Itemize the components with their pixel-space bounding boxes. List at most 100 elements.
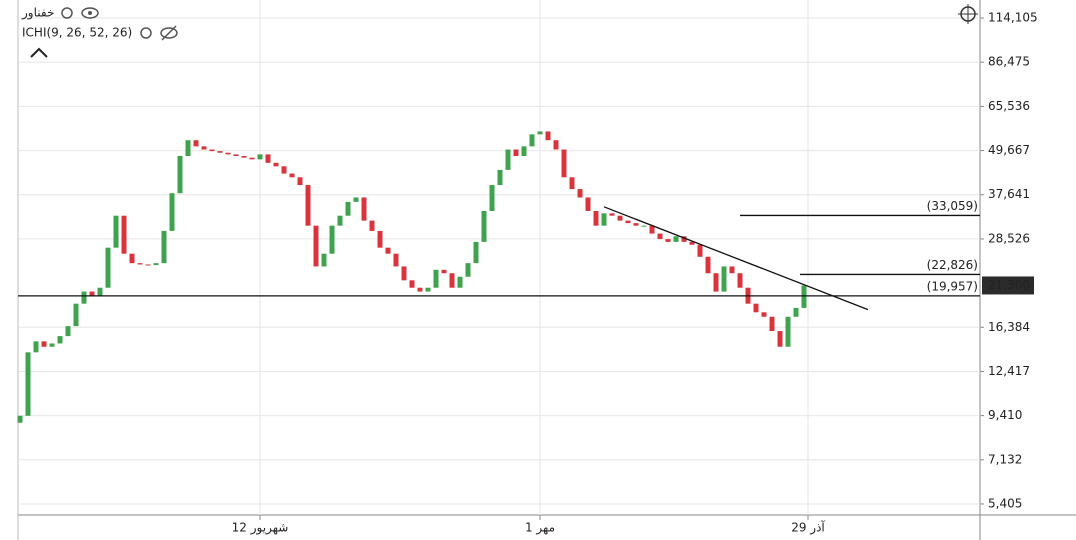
candle-body <box>265 154 271 163</box>
candle-body <box>777 331 783 347</box>
candle-body <box>721 266 727 292</box>
candle-body <box>713 273 719 292</box>
candle-body <box>81 291 87 304</box>
candle-body <box>185 140 191 157</box>
candle-body <box>417 287 423 292</box>
candle-body <box>705 256 711 274</box>
candle-body <box>513 149 519 157</box>
candle-body <box>385 247 391 254</box>
candle-body <box>161 230 167 264</box>
candle-body <box>633 223 639 226</box>
candle-body <box>617 215 623 221</box>
candle-body <box>177 156 183 194</box>
candle-body <box>225 152 231 155</box>
candle-body <box>121 215 127 254</box>
price-level-label: (19,957) <box>927 279 978 293</box>
y-tick-label: 49,667 <box>988 143 1030 157</box>
candle-body <box>449 273 455 288</box>
y-tick-label: 9,410 <box>988 408 1022 422</box>
visibility-icon-pupil <box>88 11 92 15</box>
x-tick-label: 29 آذر <box>791 520 825 536</box>
candle-body <box>169 193 175 231</box>
candle-body <box>353 197 359 202</box>
candle-body <box>521 146 527 157</box>
candle-body <box>465 263 471 277</box>
candle-body <box>649 225 655 234</box>
candle-body <box>769 316 775 332</box>
candle-body <box>217 151 223 153</box>
trendline <box>603 206 869 311</box>
candle-body <box>305 185 311 226</box>
candle-body <box>425 287 431 292</box>
candle-body <box>137 263 143 265</box>
candle-body <box>233 154 239 157</box>
candle-body <box>337 215 343 226</box>
candle-body <box>529 134 535 147</box>
candle-body <box>257 154 263 160</box>
candle-body <box>361 197 367 221</box>
candle-body <box>473 241 479 264</box>
candle-body <box>201 146 207 150</box>
y-tick-label: 12,417 <box>988 364 1030 378</box>
candle-body <box>641 225 647 227</box>
candle-body <box>105 247 111 288</box>
visibility-icon[interactable] <box>81 7 99 19</box>
indicator-name: ICHI(9, 26, 52, 26) <box>22 26 132 40</box>
candle-body <box>57 336 63 344</box>
candle-body <box>321 253 327 267</box>
candle-body <box>73 303 79 327</box>
candle-body <box>785 316 791 347</box>
candle-body <box>329 225 335 254</box>
candle-body <box>377 230 383 248</box>
candle-body <box>609 213 615 216</box>
hide-icon-slash <box>161 25 177 41</box>
plot: (33,059) (22,826) (19,957) <box>17 0 984 520</box>
candle-body <box>577 189 583 198</box>
hide-icon[interactable] <box>160 27 178 39</box>
candle-body <box>505 149 511 170</box>
candle-body <box>369 220 375 231</box>
candle-body <box>313 225 319 267</box>
candle-body <box>593 210 599 226</box>
candle-body <box>281 166 287 174</box>
candle-body <box>545 131 551 141</box>
candle-body <box>601 213 607 226</box>
legend-area: خفناور ICHI(9, 26, 52, 26) <box>21 4 978 58</box>
candle-body <box>697 244 703 257</box>
candle-body <box>673 236 679 242</box>
candle-body <box>625 220 631 224</box>
collapse-button[interactable] <box>30 47 48 58</box>
candle-body <box>113 215 119 248</box>
settings-icon[interactable] <box>140 27 152 39</box>
candle-body <box>481 210 487 242</box>
last-price-label: 21,300 <box>988 278 1030 292</box>
candle-body <box>25 352 31 416</box>
settings-icon[interactable] <box>61 7 73 19</box>
symbol-name: خفناور <box>21 6 54 21</box>
candle-body <box>761 312 767 317</box>
y-tick-label: 86,475 <box>988 55 1030 69</box>
candle-body <box>129 253 135 264</box>
x-tick-label: 1 مهر <box>525 521 555 536</box>
candle-body <box>681 236 687 242</box>
candle-body <box>737 273 743 288</box>
candle-body <box>401 266 407 281</box>
candle-body <box>433 269 439 288</box>
candle-body <box>65 326 71 337</box>
candle-body <box>17 415 23 423</box>
candle-body <box>345 201 351 216</box>
candle-body <box>273 162 279 167</box>
candle-body <box>569 177 575 190</box>
candle-body <box>441 269 447 274</box>
candle-body <box>753 303 759 313</box>
x-tick-label: 12 شهریور <box>232 521 289 536</box>
y-tick-label: 5,405 <box>988 496 1022 510</box>
candle-body <box>97 287 103 296</box>
candle-body <box>553 140 559 150</box>
y-tick-label: 114,105 <box>988 11 1038 25</box>
candle-body <box>89 291 95 296</box>
y-tick-label: 65,536 <box>988 99 1030 113</box>
